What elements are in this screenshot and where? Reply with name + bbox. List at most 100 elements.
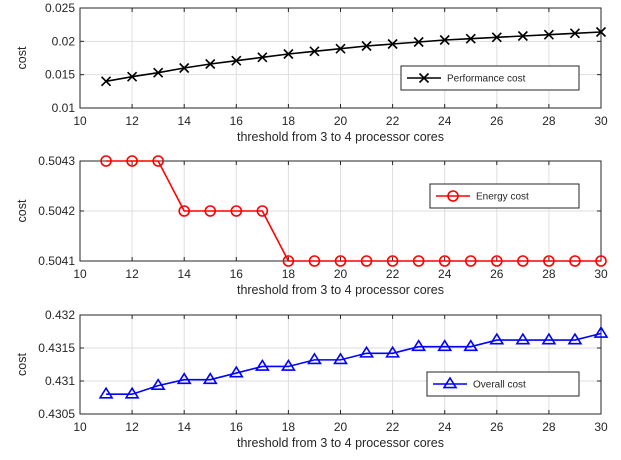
x-tick-label: 24: [438, 420, 452, 434]
marker-1-17: [543, 255, 555, 267]
x-tick-label: 14: [178, 114, 192, 128]
marker-1-5: [230, 205, 243, 217]
y-tick-label: 0.5042: [38, 204, 75, 218]
marker-0-7: [283, 48, 294, 60]
x-tick-label: 30: [594, 267, 608, 281]
marker-2-14: [463, 339, 479, 352]
marker-1-19: [595, 255, 607, 267]
marker-1-12: [412, 255, 425, 267]
marker-1-1: [126, 155, 138, 167]
x-tick-label: 26: [490, 420, 504, 434]
x-tick-label: 12: [125, 420, 139, 434]
y-tick-label: 0.01: [52, 101, 76, 115]
marker-2-11: [385, 345, 401, 358]
x-tick-label: 10: [73, 114, 87, 128]
x-tick-label: 16: [230, 114, 244, 128]
marker-2-6: [254, 358, 270, 371]
x-tick-label: 30: [594, 420, 608, 434]
marker-2-1: [124, 386, 140, 399]
legend-label: Overall cost: [473, 380, 526, 391]
marker-2-4: [202, 372, 218, 385]
x-tick-label: 24: [438, 267, 452, 281]
x-tick-label: 10: [73, 267, 87, 281]
marker-2-17: [541, 332, 557, 345]
marker-1-15: [490, 255, 503, 267]
x-tick-label: 20: [334, 267, 348, 281]
marker-2-0: [98, 386, 114, 399]
y-tick-label: 0.5043: [38, 154, 75, 168]
y-tick-label: 0.432: [45, 308, 75, 322]
marker-1-0: [100, 155, 112, 167]
y-axis-label: cost: [15, 46, 29, 69]
marker-0-legend: [418, 72, 430, 84]
marker-1-2: [152, 155, 164, 167]
x-tick-label: 18: [282, 420, 296, 434]
x-tick-label: 22: [386, 420, 400, 434]
marker-1-4: [204, 205, 217, 217]
x-tick-label: 12: [125, 114, 139, 128]
x-tick-label: 18: [282, 267, 296, 281]
y-axis-label: cost: [15, 199, 29, 222]
legend: Overall cost: [426, 371, 580, 397]
marker-2-2: [150, 378, 166, 391]
marker-2-10: [359, 345, 374, 358]
x-tick-label: 26: [490, 267, 504, 281]
marker-0-8: [309, 46, 320, 57]
subplot-2: 10 12 14 16 18 20 22 24 26 28 30 0.5041 0.5042 0.5043…: [15, 154, 608, 297]
x-tick-label: 26: [490, 114, 504, 128]
series-line: [105, 31, 602, 83]
marker-0-14: [465, 33, 476, 44]
marker-0-11: [387, 38, 398, 50]
marker-0-3: [179, 62, 190, 74]
x-tick-label: 28: [542, 420, 556, 434]
legend: Energy cost: [429, 183, 580, 209]
x-tick-label: 16: [230, 420, 244, 434]
x-tick-label: 16: [230, 267, 244, 281]
marker-0-12: [413, 36, 424, 48]
marker-2-19: [593, 325, 609, 338]
y-axis-label: cost: [15, 353, 29, 376]
y-tick-label: 0.4315: [38, 341, 75, 355]
marker-1-6: [256, 205, 269, 217]
marker-1-13: [438, 255, 451, 267]
marker-2-3: [176, 372, 192, 385]
x-tick-label: 28: [542, 114, 556, 128]
marker-0-0: [100, 76, 112, 87]
marker-0-16: [517, 30, 528, 42]
marker-2-8: [307, 352, 322, 365]
marker-2-legend: [442, 376, 458, 389]
x-tick-label: 18: [282, 114, 296, 128]
marker-1-7: [282, 255, 295, 267]
marker-0-17: [543, 29, 554, 40]
marker-1-16: [517, 255, 529, 267]
marker-1-legend: [447, 190, 459, 202]
subplot-3: 10 12 14 16 18 20 22 24 26 28 30 0.4305 0.431 0.4315 0…: [15, 308, 609, 450]
axes-box: [79, 7, 602, 109]
x-tick-label: 22: [386, 114, 400, 128]
marker-2-7: [280, 358, 296, 371]
marker-0-19: [595, 26, 607, 38]
y-tick-label: 0.431: [45, 374, 75, 388]
marker-1-11: [386, 255, 399, 267]
marker-2-13: [437, 339, 453, 352]
subplot-1: 10 12 14 16 18 20 22 24 26 28 30 0.01 0.015 0.02 0.025…: [15, 1, 608, 144]
marker-0-10: [361, 40, 372, 52]
marker-2-16: [515, 332, 531, 345]
legend: Performance cost: [400, 65, 580, 91]
x-axis-label: threshold from 3 to 4 processor cores: [237, 436, 444, 450]
marker-0-2: [153, 67, 164, 78]
y-tick-label: 0.025: [45, 1, 75, 15]
x-tick-label: 20: [334, 114, 348, 128]
marker-1-9: [334, 255, 347, 267]
x-tick-label: 30: [594, 114, 608, 128]
marker-0-13: [439, 34, 450, 46]
marker-0-9: [335, 43, 346, 54]
x-tick-label: 10: [73, 420, 87, 434]
legend-label: Energy cost: [476, 192, 529, 203]
marker-1-8: [308, 255, 321, 267]
x-axis-label: threshold from 3 to 4 processor cores: [237, 130, 444, 144]
x-axis-label: threshold from 3 to 4 processor cores: [237, 283, 444, 297]
marker-0-5: [231, 55, 242, 66]
marker-0-15: [491, 32, 502, 43]
